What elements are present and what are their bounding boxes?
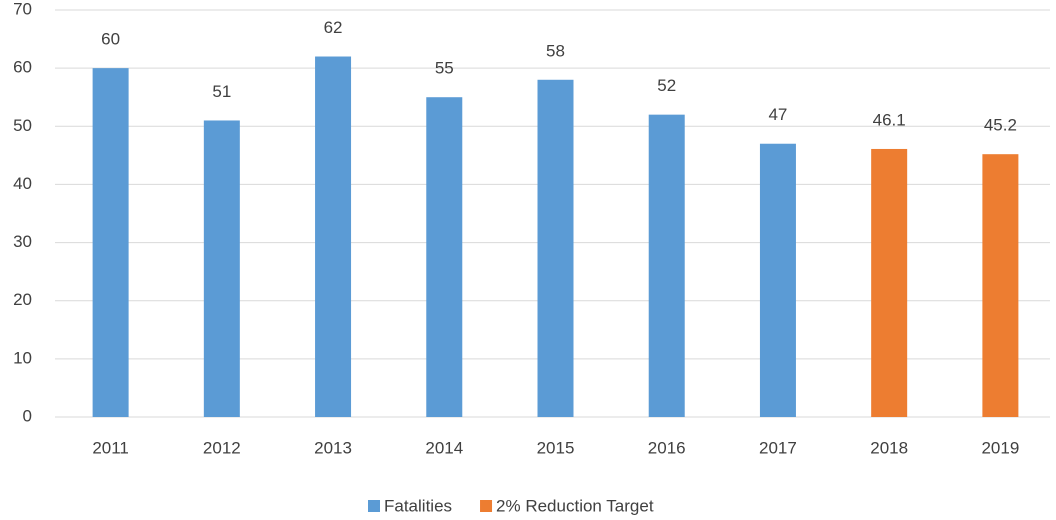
data-label: 51: [212, 82, 231, 101]
bar: [426, 97, 463, 417]
x-tick-label: 2017: [759, 438, 797, 457]
x-tick-label: 2013: [314, 438, 352, 457]
y-tick-label: 30: [13, 232, 32, 251]
x-tick-label: 2015: [537, 438, 575, 457]
bar: [537, 79, 574, 418]
x-tick-label: 2012: [203, 438, 241, 457]
y-tick-label: 70: [13, 0, 32, 18]
y-tick-label: 20: [13, 290, 32, 309]
x-tick-label: 2019: [981, 438, 1019, 457]
data-label: 58: [546, 41, 565, 60]
y-tick-label: 0: [23, 406, 32, 425]
x-tick-label: 2011: [92, 438, 129, 457]
data-label: 52: [657, 76, 676, 95]
legend-swatch: [480, 500, 493, 512]
legend-label: Fatalities: [384, 496, 452, 515]
y-tick-label: 40: [13, 174, 32, 193]
data-label: 62: [324, 18, 343, 37]
legend-label: 2% Reduction Target: [496, 496, 654, 515]
bar: [92, 68, 129, 418]
x-tick-label: 2014: [425, 438, 463, 457]
bar: [648, 114, 685, 418]
data-label: 55: [435, 59, 454, 78]
y-tick-label: 60: [13, 58, 32, 77]
data-label: 45.2: [984, 116, 1017, 135]
bar: [759, 143, 796, 417]
x-tick-label: 2016: [648, 438, 686, 457]
y-tick-label: 10: [13, 348, 32, 367]
data-label: 47: [768, 105, 787, 124]
data-label: 46.1: [873, 110, 906, 129]
bar: [203, 120, 240, 417]
x-tick-label: 2018: [870, 438, 908, 457]
data-label: 60: [101, 30, 120, 49]
bar: [871, 148, 908, 417]
bar: [982, 154, 1019, 418]
y-tick-label: 50: [13, 116, 32, 135]
bar: [315, 56, 352, 418]
legend-swatch: [368, 500, 380, 512]
